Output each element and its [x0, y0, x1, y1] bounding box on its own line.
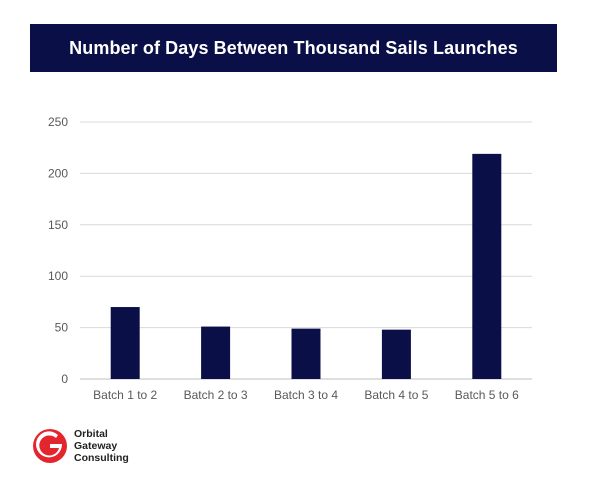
y-tick-label: 100	[48, 269, 68, 283]
bar	[291, 328, 321, 379]
x-tick-label: Batch 3 to 4	[274, 388, 338, 402]
x-tick-label: Batch 5 to 6	[455, 388, 519, 402]
y-axis-ticks: 0 50 100 150 200 250	[48, 115, 68, 386]
x-tick-label: Batch 4 to 5	[364, 388, 428, 402]
company-logo: Orbital Gateway Consulting	[32, 428, 129, 464]
x-axis-ticks: Batch 1 to 2 Batch 2 to 3 Batch 3 to 4 Batc…	[93, 388, 519, 402]
orbital-logo-icon	[33, 429, 67, 463]
bar	[472, 153, 502, 379]
bar	[201, 326, 231, 379]
bars	[110, 153, 502, 379]
chart-title: Number of Days Between Thousand Sails La…	[30, 24, 557, 72]
bar	[110, 307, 140, 379]
x-tick-label: Batch 2 to 3	[184, 388, 248, 402]
logo-line-1: Orbital	[74, 428, 108, 440]
logo-line-3: Consulting	[74, 452, 129, 464]
x-tick-label: Batch 1 to 2	[93, 388, 157, 402]
logo-line-2: Gateway	[74, 440, 118, 452]
y-tick-label: 150	[48, 218, 68, 232]
y-tick-label: 50	[55, 321, 69, 335]
y-tick-label: 250	[48, 115, 68, 129]
y-tick-label: 0	[61, 372, 68, 386]
logo-wordmark: Orbital Gateway Consulting	[74, 428, 129, 464]
y-tick-label: 200	[48, 166, 68, 180]
bar	[381, 329, 411, 379]
